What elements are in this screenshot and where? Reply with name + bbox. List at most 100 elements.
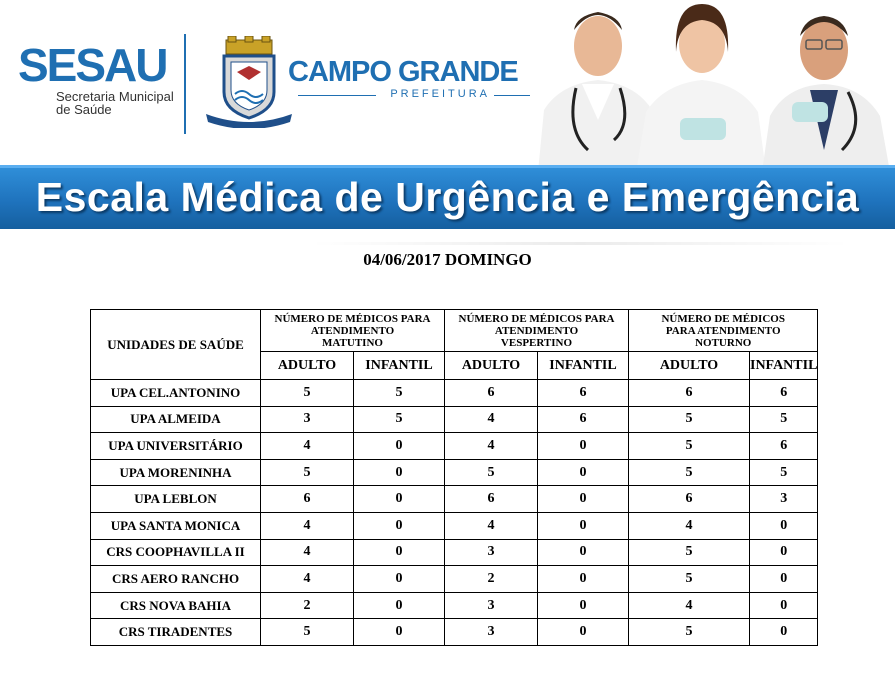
value-cell: 0 [537,591,629,620]
sub-header-infantil: INFANTIL [748,351,819,380]
city-subtitle: PREFEITURA [288,88,546,100]
value-cell: 5 [748,458,819,487]
value-cell: 4 [628,511,750,540]
unit-name: UPA LEBLON [90,485,261,513]
value-cell: 4 [444,432,538,460]
value-cell: 3 [748,485,819,513]
value-cell: 3 [444,538,538,567]
table-row: UPA UNIVERSITÁRIO 4 0 4 0 5 6 [90,432,819,460]
value-cell: 0 [353,485,445,513]
unit-name: CRS AERO RANCHO [90,565,261,593]
value-cell: 6 [628,379,750,407]
unit-name: CRS NOVA BAHIA [90,591,261,620]
value-cell: 5 [444,458,538,487]
value-cell: 6 [628,485,750,513]
sesau-subtitle-line1: Secretaria Municipal [56,89,174,104]
value-cell: 0 [748,538,819,567]
group-header-matutino: NÚMERO DE MÉDICOS PARA ATENDIMENTO MATUT… [260,309,445,352]
page-header: SESAU Secretaria Municipal de Saúde CAMP… [0,0,895,245]
value-cell: 6 [444,485,538,513]
value-cell: 6 [444,379,538,407]
sub-header-adulto: ADULTO [260,351,354,380]
value-cell: 4 [444,405,538,434]
value-cell: 6 [260,485,354,513]
value-cell: 5 [353,405,445,434]
sub-header-infantil: INFANTIL [353,351,445,380]
sesau-name: SESAU [18,39,168,91]
value-cell: 5 [628,432,750,460]
group-header-noturno: NÚMERO DE MÉDICOS PARA ATENDIMENTO NOTUR… [627,309,819,352]
value-cell: 4 [260,565,354,593]
value-cell: 0 [353,591,445,620]
group-header-line: ATENDIMENTO [494,324,579,337]
value-cell: 0 [537,538,629,567]
value-cell: 0 [353,458,445,487]
group-header-line: VESPERTINO [500,336,573,349]
doctor-schedule-table: UNIDADES DE SAÚDE NÚMERO DE MÉDICOS PARA… [90,309,819,646]
value-cell: 5 [260,379,354,407]
unit-name: UPA MORENINHA [90,458,261,487]
value-cell: 0 [353,565,445,593]
value-cell: 0 [537,511,629,540]
value-cell: 0 [748,511,819,540]
table-row: CRS AERO RANCHO 4 0 2 0 5 0 [90,565,819,593]
value-cell: 5 [628,458,750,487]
unit-name: UPA SANTA MONICA [90,511,261,540]
value-cell: 0 [748,565,819,593]
group-header-line: ATENDIMENTO [310,324,395,337]
value-cell: 5 [748,405,819,434]
value-cell: 0 [537,618,629,646]
schedule-date: 04/06/2017 DOMINGO [363,250,532,269]
table-row: CRS NOVA BAHIA 2 0 3 0 4 0 [90,591,819,620]
value-cell: 3 [444,618,538,646]
value-cell: 6 [537,379,629,407]
group-header-line: PARA ATENDIMENTO [665,324,781,337]
unit-name: CRS TIRADENTES [90,618,261,646]
value-cell: 0 [537,458,629,487]
value-cell: 0 [353,618,445,646]
value-cell: 3 [444,591,538,620]
sub-header-adulto: ADULTO [444,351,538,380]
banner-title: Escala Médica de Urgência e Emergência [35,174,860,220]
table-row: CRS COOPHAVILLA II 4 0 3 0 5 0 [90,538,819,567]
group-header-line: NOTURNO [695,336,752,349]
city-name: CAMPO GRANDE [288,56,519,88]
group-header-line: NÚMERO DE MÉDICOS PARA [458,312,615,325]
value-cell: 5 [628,538,750,567]
units-header: UNIDADES DE SAÚDE [90,309,261,380]
value-cell: 3 [260,405,354,434]
value-cell: 4 [444,511,538,540]
banner-shadow [310,242,850,245]
group-header-line: NÚMERO DE MÉDICOS [661,312,785,325]
value-cell: 5 [628,618,750,646]
value-cell: 4 [628,591,750,620]
value-cell: 4 [260,538,354,567]
value-cell: 5 [353,379,445,407]
value-cell: 0 [537,565,629,593]
municipal-coat-of-arms-icon [206,36,292,128]
value-cell: 5 [260,618,354,646]
value-cell: 0 [353,432,445,460]
unit-name: UPA UNIVERSITÁRIO [90,432,261,460]
sesau-subtitle: Secretaria Municipal de Saúde [56,90,174,116]
table-row: CRS TIRADENTES 5 0 3 0 5 0 [90,618,819,646]
table-row: UPA SANTA MONICA 4 0 4 0 4 0 [90,511,819,540]
value-cell: 2 [260,591,354,620]
value-cell: 0 [353,511,445,540]
unit-name: UPA ALMEIDA [90,405,261,434]
value-cell: 6 [537,405,629,434]
value-cell: 0 [537,485,629,513]
value-cell: 5 [628,565,750,593]
sub-header-infantil: INFANTIL [537,351,629,380]
table-row: UPA ALMEIDA 3 5 4 6 5 5 [90,405,819,434]
value-cell: 6 [748,432,819,460]
value-cell: 0 [353,538,445,567]
value-cell: 0 [748,591,819,620]
value-cell: 6 [748,379,819,407]
table-row: UPA CEL.ANTONINO 5 5 6 6 6 6 [90,379,819,407]
value-cell: 4 [260,432,354,460]
value-cell: 4 [260,511,354,540]
campo-grande-logo: CAMPO GRANDE PREFEITURA [288,56,546,100]
value-cell: 0 [537,432,629,460]
table-row: UPA MORENINHA 5 0 5 0 5 5 [90,458,819,487]
